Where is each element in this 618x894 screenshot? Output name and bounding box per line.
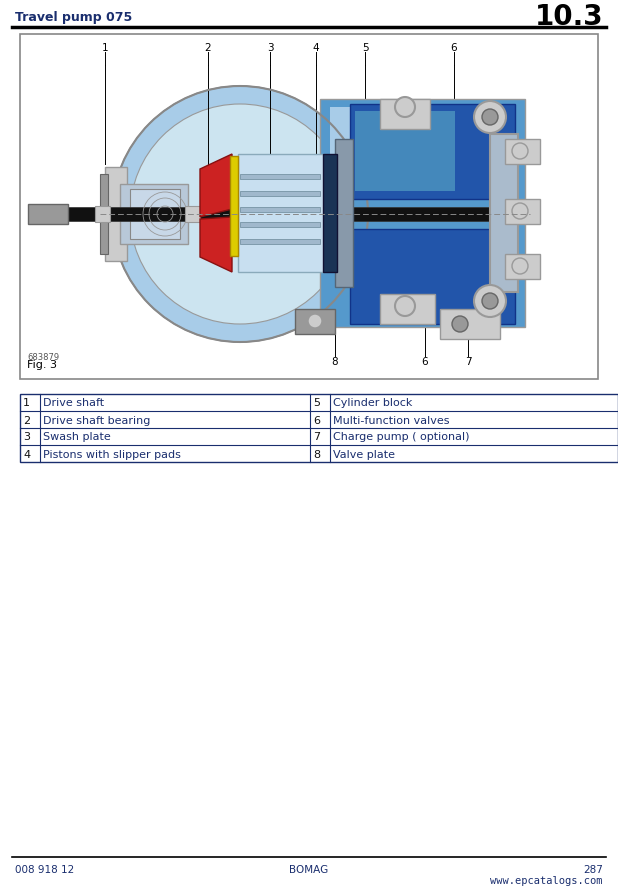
Bar <box>350 230 515 325</box>
Circle shape <box>482 293 498 309</box>
Bar <box>505 139 540 164</box>
Text: 6: 6 <box>451 43 457 53</box>
Text: 5: 5 <box>362 43 368 53</box>
Text: 2: 2 <box>23 415 30 425</box>
Text: Fig. 3: Fig. 3 <box>27 359 57 369</box>
Text: Swash plate: Swash plate <box>43 432 111 442</box>
Bar <box>120 185 188 245</box>
Text: 7: 7 <box>465 357 472 367</box>
Bar <box>350 105 515 199</box>
Text: Multi-function valves: Multi-function valves <box>333 415 449 425</box>
Text: 683879: 683879 <box>27 352 59 361</box>
Circle shape <box>395 297 415 316</box>
Bar <box>20 394 618 462</box>
Circle shape <box>130 105 350 325</box>
Circle shape <box>482 110 498 126</box>
Circle shape <box>395 97 415 118</box>
Text: www.epcatalogs.com: www.epcatalogs.com <box>491 875 603 885</box>
Bar <box>60 207 510 222</box>
Circle shape <box>474 286 506 317</box>
Circle shape <box>308 315 322 329</box>
Circle shape <box>512 204 528 220</box>
Text: 4: 4 <box>313 43 320 53</box>
Text: Valve plate: Valve plate <box>333 449 395 459</box>
Bar <box>185 207 200 223</box>
Bar <box>355 112 455 192</box>
Text: Cylinder block: Cylinder block <box>333 398 412 408</box>
Bar <box>323 155 337 273</box>
Text: 1: 1 <box>23 398 30 408</box>
Polygon shape <box>200 155 232 218</box>
Bar <box>490 135 518 292</box>
Text: 10.3: 10.3 <box>535 3 603 31</box>
Text: 3: 3 <box>23 432 30 442</box>
Bar <box>130 190 180 240</box>
Text: Drive shaft bearing: Drive shaft bearing <box>43 415 150 425</box>
Bar <box>100 175 108 255</box>
Circle shape <box>112 87 368 342</box>
Text: Charge pump ( optional): Charge pump ( optional) <box>333 432 470 442</box>
Text: 6: 6 <box>421 357 428 367</box>
Text: Drive shaft: Drive shaft <box>43 398 104 408</box>
Circle shape <box>512 144 528 160</box>
Bar <box>240 240 320 245</box>
Bar <box>330 108 515 188</box>
Circle shape <box>474 102 506 134</box>
Text: 008 918 12: 008 918 12 <box>15 864 74 874</box>
Text: 2: 2 <box>205 43 211 53</box>
Text: 3: 3 <box>267 43 273 53</box>
Text: 8: 8 <box>332 357 338 367</box>
Bar <box>505 199 540 224</box>
Text: 6: 6 <box>313 415 320 425</box>
Bar <box>238 155 326 273</box>
Text: 287: 287 <box>583 864 603 874</box>
Polygon shape <box>200 218 232 273</box>
Circle shape <box>452 316 468 333</box>
Bar <box>380 100 430 130</box>
Text: 5: 5 <box>313 398 320 408</box>
Bar <box>505 255 540 280</box>
Bar <box>240 207 320 213</box>
Circle shape <box>512 258 528 274</box>
Bar <box>240 223 320 228</box>
Bar <box>95 207 110 223</box>
Bar <box>20 35 598 380</box>
Text: 7: 7 <box>313 432 320 442</box>
Bar <box>105 168 127 262</box>
Text: Pistons with slipper pads: Pistons with slipper pads <box>43 449 181 459</box>
Text: 8: 8 <box>313 449 320 459</box>
Text: BOMAG: BOMAG <box>289 864 329 874</box>
Bar <box>440 309 500 340</box>
Bar <box>380 295 435 325</box>
Bar <box>230 156 238 257</box>
Bar <box>320 100 525 327</box>
Text: 4: 4 <box>23 449 30 459</box>
Bar <box>335 139 353 288</box>
Bar <box>240 192 320 197</box>
Text: Travel pump 075: Travel pump 075 <box>15 11 132 23</box>
Text: 1: 1 <box>102 43 108 53</box>
Bar <box>295 309 335 334</box>
Bar <box>240 175 320 180</box>
Bar <box>28 205 68 224</box>
